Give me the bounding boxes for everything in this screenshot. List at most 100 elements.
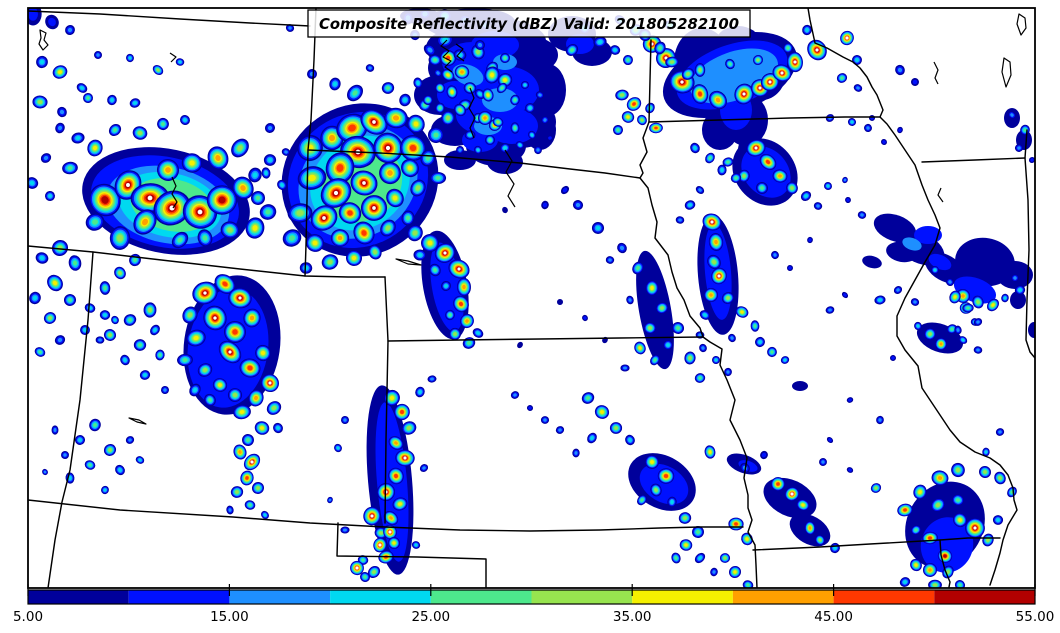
radar-cell-ring <box>108 333 112 337</box>
radar-cell-core <box>403 456 407 460</box>
radar-cell-ring <box>232 329 238 335</box>
radar-cell-ring <box>805 28 809 32</box>
radar-cell-ring <box>693 146 697 150</box>
radar-cell-ring <box>446 73 450 77</box>
radar-cell-ring <box>59 109 65 115</box>
colorbar-label: 15.00 <box>210 609 249 625</box>
lake-boysen-squiggle <box>169 52 177 63</box>
radar-cell-ring <box>405 215 411 221</box>
radar-cell-ring <box>108 448 112 452</box>
border-mississippi-river <box>807 8 1018 586</box>
radar-cell-ring <box>477 42 483 48</box>
radar-cell-ring <box>513 98 517 102</box>
colorbar-label: 25.00 <box>411 609 450 625</box>
radar-cell-ring <box>415 185 421 191</box>
radar-cell-ring <box>483 116 487 120</box>
radar-cell-ring <box>386 86 390 90</box>
radar-cell-ring <box>113 318 117 322</box>
radar-cell-ring <box>400 410 404 414</box>
radar-cell-ring <box>928 332 932 336</box>
radar-cell-ring <box>586 396 590 400</box>
colorbar-segment <box>732 590 834 604</box>
radar-cell-core <box>680 80 684 84</box>
radar-cell-ring <box>698 376 702 380</box>
radar-cell-ring <box>790 186 794 190</box>
border-parallel-37n <box>28 499 744 532</box>
radar-cell-ring <box>343 418 347 422</box>
radar-cell-ring <box>118 271 122 275</box>
colorbar-segment <box>934 590 1035 604</box>
radar-cell-ring <box>536 148 540 152</box>
radar-cell-core <box>973 526 977 530</box>
radar-cell-core <box>790 492 794 496</box>
radar-cell-ring <box>218 196 226 204</box>
radar-cell-ring <box>502 206 508 214</box>
lake-wisconsin-river-lake <box>933 61 939 85</box>
radar-cell-ring <box>48 194 52 198</box>
radar-cell-ring <box>254 395 258 401</box>
radar-cell-ring <box>389 395 395 401</box>
radar-cell-ring <box>29 180 35 186</box>
radar-cell-ring <box>597 40 603 44</box>
radar-cell-ring <box>438 86 442 90</box>
radar-mass <box>636 250 674 370</box>
radar-cell-ring <box>412 230 418 236</box>
radar-cell-ring <box>688 356 692 360</box>
radar-cell-ring <box>101 196 109 204</box>
radar-cell-ring <box>548 136 552 140</box>
radar-cell-ring <box>433 132 439 138</box>
radar-cell-ring <box>877 298 883 302</box>
radar-cell-ring <box>427 47 433 53</box>
radar-cell-ring <box>488 138 492 142</box>
radar-cell-ring <box>202 235 208 241</box>
radar-cell-ring <box>432 58 438 62</box>
radar-cell-ring <box>142 218 148 226</box>
radar-cell-ring <box>528 406 532 410</box>
radar-cell-ring <box>476 148 480 152</box>
radar-cell-ring <box>816 204 820 208</box>
radar-cell-ring <box>850 120 854 124</box>
radar-cell-ring <box>343 528 347 532</box>
radar-cell-ring <box>874 486 878 490</box>
radar-cell-ring <box>808 526 812 530</box>
radar-cell-ring <box>976 320 980 324</box>
radar-cell-ring <box>562 187 568 193</box>
radar-cell-ring <box>397 502 403 506</box>
radar-cell-ring <box>714 358 718 362</box>
radar-cell-ring <box>103 488 107 492</box>
radar-cell-ring <box>918 490 922 494</box>
radar-cell-ring <box>678 218 682 222</box>
radar-cell-ring <box>43 155 49 161</box>
radar-cell-ring <box>43 470 47 474</box>
radar-cell-ring <box>991 303 995 307</box>
radar-cell-ring <box>296 210 304 216</box>
radar-cell-ring <box>267 125 273 131</box>
radar-cell-ring <box>347 210 353 216</box>
radar-cell-ring <box>698 67 702 73</box>
border-mn-sd-96w <box>648 39 652 123</box>
radar-cell-ring <box>745 537 749 541</box>
radar-cell-ring <box>183 118 187 122</box>
radar-cell-ring <box>730 336 734 340</box>
radar-cell-ring <box>267 157 273 163</box>
radar-cell-ring <box>623 366 627 370</box>
radar-cell-ring <box>337 235 343 241</box>
radar-cell-ring <box>63 453 67 457</box>
radar-cell-ring <box>486 93 490 97</box>
radar-cell-core <box>768 80 772 84</box>
radar-cell-ring <box>444 284 448 288</box>
radar-cell-ring <box>265 209 271 215</box>
lake-lake-oahe <box>440 39 453 73</box>
radar-cell-ring <box>518 143 522 147</box>
radar-cell-ring <box>860 213 864 217</box>
radar-cell-ring <box>263 513 267 517</box>
radar-cell-ring <box>698 556 702 560</box>
radar-cell-ring <box>709 293 713 297</box>
radar-cell-ring <box>392 115 400 121</box>
radar-cell-ring <box>422 466 426 470</box>
radar-cell-ring <box>788 266 792 270</box>
radar-cell-ring <box>676 326 680 330</box>
border-mn-ia-43-5n <box>648 116 881 123</box>
radar-cell-ring <box>948 280 952 284</box>
radar-cell-ring <box>430 377 434 381</box>
